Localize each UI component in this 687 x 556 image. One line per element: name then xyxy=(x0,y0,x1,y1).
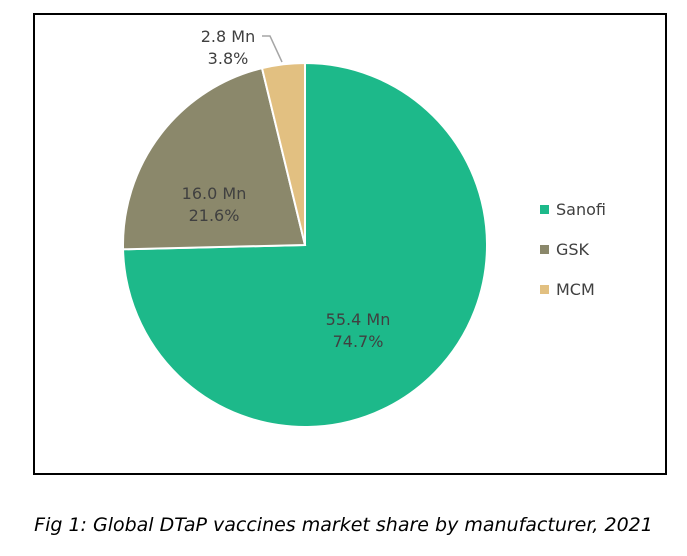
pie-slice-gsk xyxy=(122,66,307,251)
chart-frame xyxy=(33,13,667,475)
legend-label-gsk: GSK xyxy=(556,240,590,259)
pie-slice-sanofi xyxy=(122,61,488,428)
data-label-value: 16.0 Mn xyxy=(182,184,247,203)
data-label-percent: 74.7% xyxy=(333,332,384,351)
pie-slice-mcm xyxy=(260,61,306,246)
legend-label-sanofi: Sanofi xyxy=(556,200,606,219)
legend-swatch-gsk xyxy=(540,245,549,254)
legend-label-mcm: MCM xyxy=(556,280,595,299)
leader-line xyxy=(262,35,283,63)
legend-swatch-mcm xyxy=(540,285,549,294)
data-label-value: 55.4 Mn xyxy=(326,310,391,329)
figure-caption: Fig 1: Global DTaP vaccines market share… xyxy=(34,514,653,536)
data-label-percent: 3.8% xyxy=(208,49,249,68)
legend-swatch-sanofi xyxy=(540,205,549,214)
data-label-value: 2.8 Mn xyxy=(201,27,255,46)
data-label-percent: 21.6% xyxy=(189,206,240,225)
pie-chart: 55.4 Mn 74.7% 16.0 Mn 21.6% 2.8 Mn 3.8% Sanofi… xyxy=(122,27,606,428)
